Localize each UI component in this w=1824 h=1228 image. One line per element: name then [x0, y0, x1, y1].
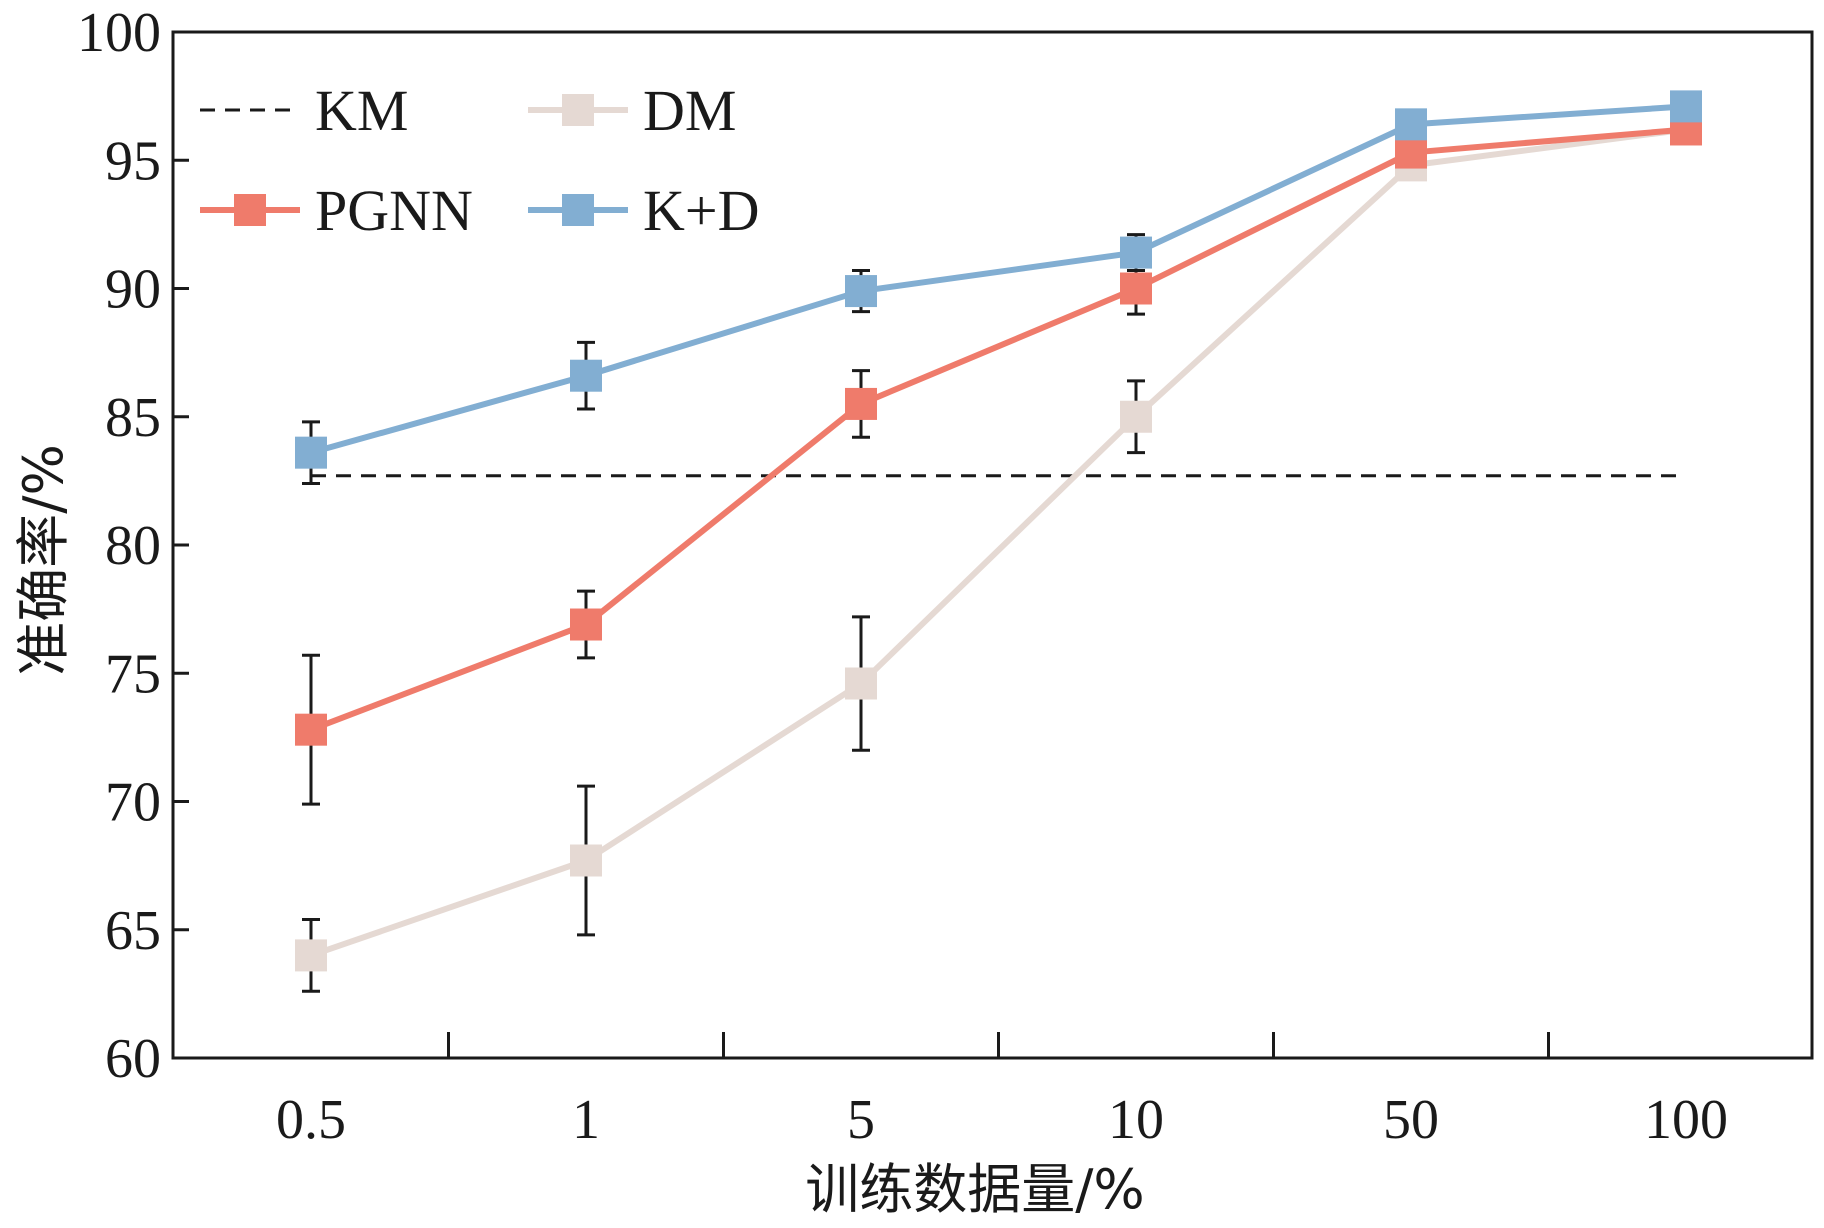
marker-k-d: [295, 436, 327, 469]
x-axis-title: 训练数据量/%: [805, 1158, 1145, 1221]
x-tick-label: 10: [1108, 1089, 1164, 1151]
marker-pgnn: [295, 713, 327, 746]
marker-k-d: [1395, 108, 1427, 141]
legend-item-dm: DM: [528, 78, 736, 143]
y-tick-label: 70: [105, 772, 161, 834]
series-line-k-d: [310, 103, 1687, 456]
legend-item-km: KM: [200, 78, 408, 143]
x-tick-label: 1: [572, 1089, 600, 1151]
marker-k-d: [845, 275, 877, 308]
x-axis: 0.5 1 5 10 50 100: [276, 1032, 1728, 1151]
legend-item-pgnn: PGNN: [200, 178, 473, 243]
legend-marker-k-d: [562, 194, 594, 226]
x-tick-label: 0.5: [276, 1089, 346, 1151]
marker-pgnn: [1395, 136, 1427, 169]
y-tick-label: 100: [77, 2, 161, 64]
series-line-dm: [310, 126, 1687, 959]
series-k-d: [295, 90, 1702, 485]
series-line-pgnn: [309, 126, 1687, 733]
series-pgnn: [295, 113, 1702, 806]
legend-label-k-d: K+D: [643, 178, 759, 243]
y-axis-title: 准确率/%: [12, 444, 75, 676]
y-tick-label: 85: [105, 387, 161, 449]
y-tick-label: 60: [105, 1028, 161, 1090]
legend: KM DM PGNN K+D: [200, 78, 759, 243]
y-tick-label: 80: [105, 515, 161, 577]
x-tick-label: 50: [1383, 1089, 1439, 1151]
legend-item-k-d: K+D: [528, 178, 759, 243]
marker-pgnn: [845, 387, 877, 420]
marker-dm: [295, 939, 327, 972]
marker-dm: [845, 667, 877, 700]
legend-label-dm: DM: [643, 78, 736, 143]
legend-label-pgnn: PGNN: [315, 178, 473, 243]
series-dm: [295, 113, 1702, 993]
y-tick-label: 90: [105, 259, 161, 321]
series-layer: [295, 90, 1702, 993]
marker-k-d: [570, 359, 602, 392]
marker-k-d: [1120, 236, 1152, 269]
y-tick-label: 95: [105, 130, 161, 192]
legend-marker-dm: [562, 94, 594, 126]
x-tick-label: 100: [1644, 1089, 1728, 1151]
y-tick-label: 65: [105, 900, 161, 962]
marker-pgnn: [570, 608, 602, 641]
x-tick-label: 5: [847, 1089, 875, 1151]
marker-dm: [570, 844, 602, 877]
y-tick-label: 75: [105, 643, 161, 705]
legend-label-km: KM: [315, 78, 408, 143]
marker-pgnn: [1120, 272, 1152, 305]
legend-marker-pgnn: [234, 194, 266, 226]
marker-k-d: [1670, 90, 1702, 123]
marker-dm: [1120, 400, 1152, 433]
y-axis: 60 65 70 75 80 85 90 95 100: [77, 2, 189, 1090]
